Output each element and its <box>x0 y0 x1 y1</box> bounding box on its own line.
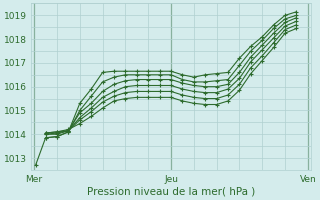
X-axis label: Pression niveau de la mer( hPa ): Pression niveau de la mer( hPa ) <box>87 187 255 197</box>
